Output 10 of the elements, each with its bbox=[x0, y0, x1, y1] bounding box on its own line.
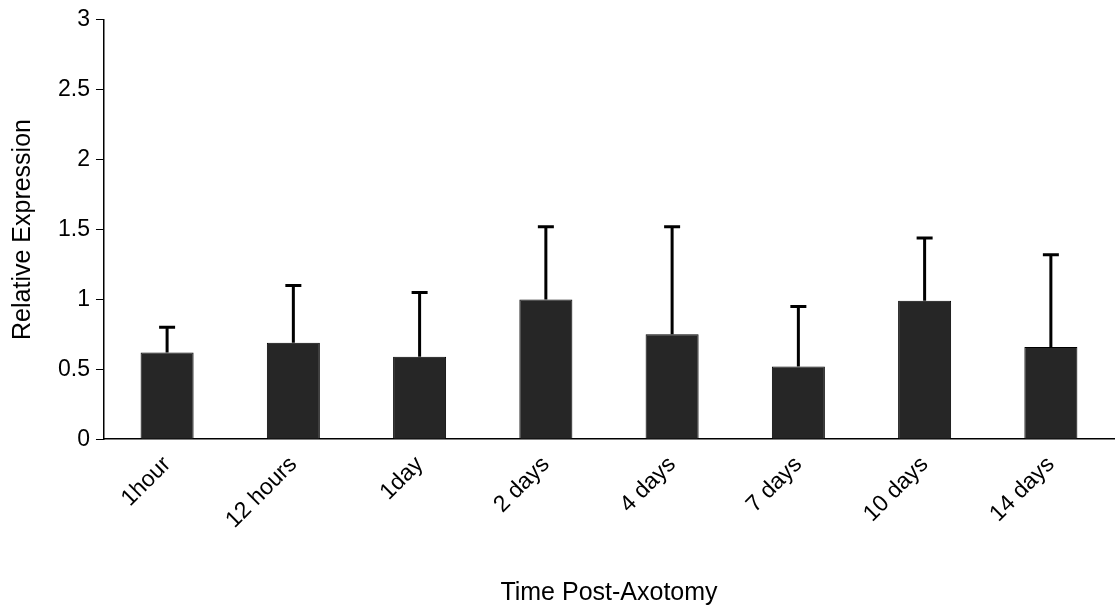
y-axis-title: Relative Expression bbox=[6, 119, 35, 340]
y-tick-label: 0.5 bbox=[57, 354, 90, 381]
y-tick-label: 2.5 bbox=[57, 75, 90, 102]
x-axis-title: Time Post-Axotomy bbox=[500, 576, 719, 605]
y-tick-label: 0 bbox=[77, 424, 90, 451]
y-tick-label: 1 bbox=[77, 284, 90, 311]
y-tick-label: 3 bbox=[77, 5, 90, 32]
y-tick-label: 2 bbox=[77, 144, 90, 171]
x-tick-label: 10 days bbox=[857, 450, 933, 526]
y-tick-label: 1.5 bbox=[57, 214, 90, 241]
